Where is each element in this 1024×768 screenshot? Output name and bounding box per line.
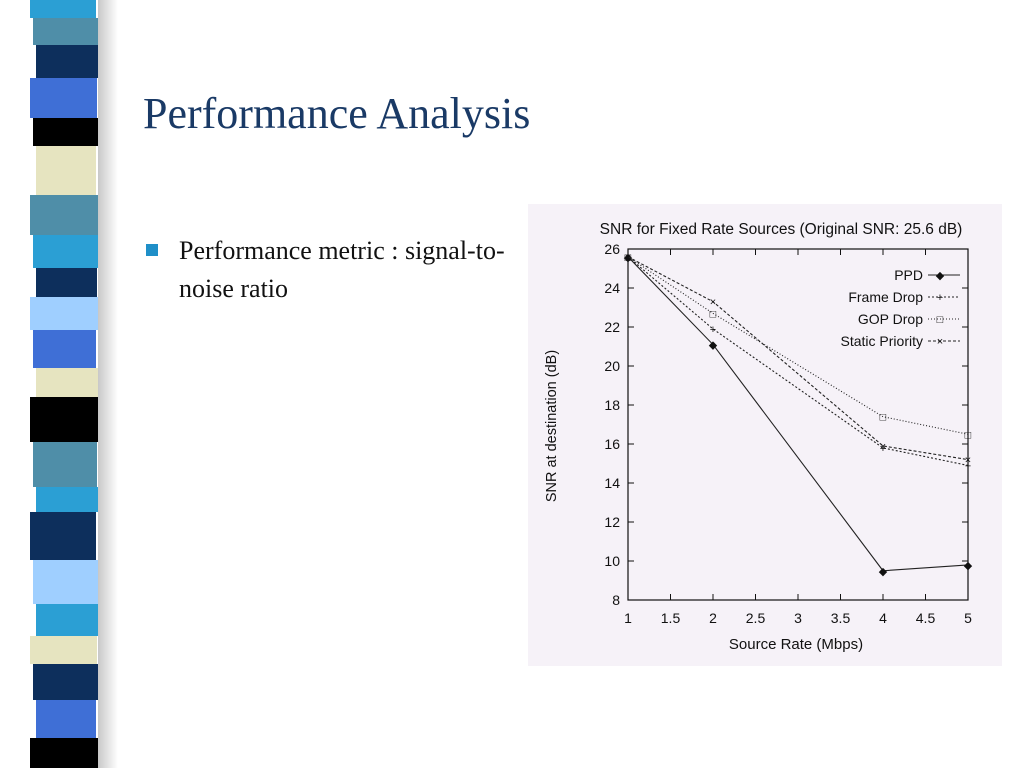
y-tick-label: 26 [604,241,620,257]
y-axis-label: SNR at destination (dB) [544,350,560,502]
x-axis-label: Source Rate (Mbps) [729,636,863,653]
stripe-band [30,738,98,768]
legend-marker: □ [937,314,944,326]
x-tick-label: 3.5 [831,610,851,626]
data-point: × [710,297,716,309]
data-point: × [880,441,886,453]
stripe-band [30,636,97,664]
y-tick-label: 16 [604,436,620,452]
legend-marker: + [937,292,943,304]
data-point: ◆ [624,252,633,264]
square-bullet-icon [146,244,158,256]
y-tick-label: 22 [604,319,620,335]
legend-label: PPD [894,267,923,283]
stripe-band [30,512,96,560]
x-tick-label: 2.5 [746,610,766,626]
series-line [627,256,969,572]
chart-panel: 8 10 12 14 16 18 20 22 24 26 1 1.5 2 2.5 3 3.5 4 4.5 5 ◆ ◆ ◆… [528,204,1002,666]
stripe-band [33,330,96,368]
data-point: □ [625,252,632,264]
stripe-band [30,397,100,442]
data-point: + [625,252,631,264]
data-point: ◆ [964,560,973,572]
data-point: □ [965,429,972,441]
x-tick-label: 1 [624,610,632,626]
stripe-band [36,45,100,78]
legend-label: GOP Drop [858,311,923,327]
x-tick-label: 3 [794,610,802,626]
stripe-band [33,442,97,487]
stripe-band [30,0,96,18]
stripe-band [30,195,98,235]
series-line [627,256,969,461]
stripe-band [33,664,99,700]
data-point: ◆ [879,566,888,578]
stripe-band [33,560,98,604]
stripe-band [30,297,99,330]
stripe-band [33,18,98,45]
bullet-item: Performance metric : signal-to-noise rat… [143,232,509,308]
legend-marker: × [937,336,943,348]
data-point: × [625,252,631,264]
legend-marker: ◆ [936,270,945,282]
snr-chart: 8 10 12 14 16 18 20 22 24 26 1 1.5 2 2.5 3 3.5 4 4.5 5 ◆ ◆ ◆… [544,221,973,653]
legend-label: Static Priority [841,333,923,349]
legend-label: Frame Drop [848,289,923,305]
stripe-band [36,146,96,195]
y-tick-label: 8 [612,592,620,608]
stripe-band [30,78,97,118]
series-line [627,256,969,435]
x-tick-label: 1.5 [661,610,681,626]
x-tick-label: 4.5 [916,610,936,626]
y-tick-label: 14 [604,475,620,491]
x-tick-label: 2 [709,610,717,626]
stripe-band [33,235,100,268]
stripe-band [33,118,99,146]
stripe-band [36,487,99,512]
y-tick-label: 20 [604,358,620,374]
data-point: □ [880,412,887,424]
data-point: × [965,455,971,467]
bullet-list: Performance metric : signal-to-noise rat… [143,232,509,308]
bullet-text: Performance metric : signal-to-noise rat… [179,236,505,303]
slide-title: Performance Analysis [143,89,531,138]
stripe-band [36,268,97,297]
stripe-band [36,604,100,636]
y-tick-label: 24 [604,280,620,296]
data-point: + [965,460,971,472]
x-tick-label: 5 [964,610,972,626]
data-point: □ [710,308,717,320]
stripe-band [36,368,98,397]
decorative-stripe-bar [0,0,118,768]
x-tick-label: 4 [879,610,887,626]
chart-title: SNR for Fixed Rate Sources (Original SNR… [600,221,963,238]
stripe-shadow [98,0,118,768]
data-point: + [710,324,716,336]
y-tick-label: 18 [604,397,620,413]
data-point: + [880,443,886,455]
stripe-band [36,700,96,738]
data-point: ◆ [709,340,718,352]
y-tick-label: 12 [604,514,620,530]
y-tick-label: 10 [604,553,620,569]
